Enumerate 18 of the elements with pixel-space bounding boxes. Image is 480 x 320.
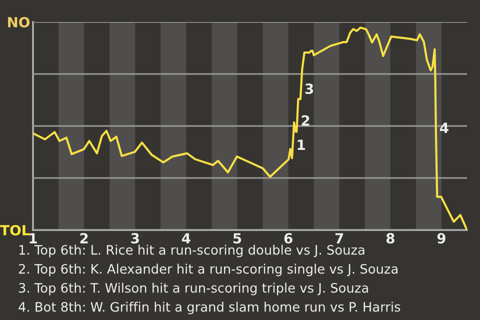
annotation: 3: [305, 84, 314, 94]
text: 3. Top 6th: T. Wilson hit a run-scoring triple vs J. Souza: [18, 282, 368, 296]
text: 1. Top 6th: L. Rice hit a run-scoring double vs J. Souza: [19, 244, 364, 258]
x-tick-label: 3: [131, 233, 139, 244]
x-tick-label: 6: [284, 233, 292, 244]
x-tick-label: 5: [233, 233, 242, 244]
x-tick-label: 7: [335, 233, 344, 244]
x-tick-label: 9: [437, 233, 446, 244]
x-tick-label: 1: [30, 233, 37, 244]
x-tick-label: 2: [80, 233, 88, 244]
x-tick-label: 4: [182, 233, 190, 244]
text: 4. Bot 8th: W. Griffin hit a grand slam home run vs P. Harris: [18, 302, 400, 314]
text: NO: [8, 16, 30, 28]
annotation: 1: [298, 140, 305, 150]
text: TOL: [0, 224, 30, 236]
text: 2. Top 6th: K. Alexander hit a run-scoring single vs J. Souza: [18, 264, 398, 276]
annotation: 2: [302, 115, 310, 126]
x-tick-label: 8: [386, 233, 394, 244]
